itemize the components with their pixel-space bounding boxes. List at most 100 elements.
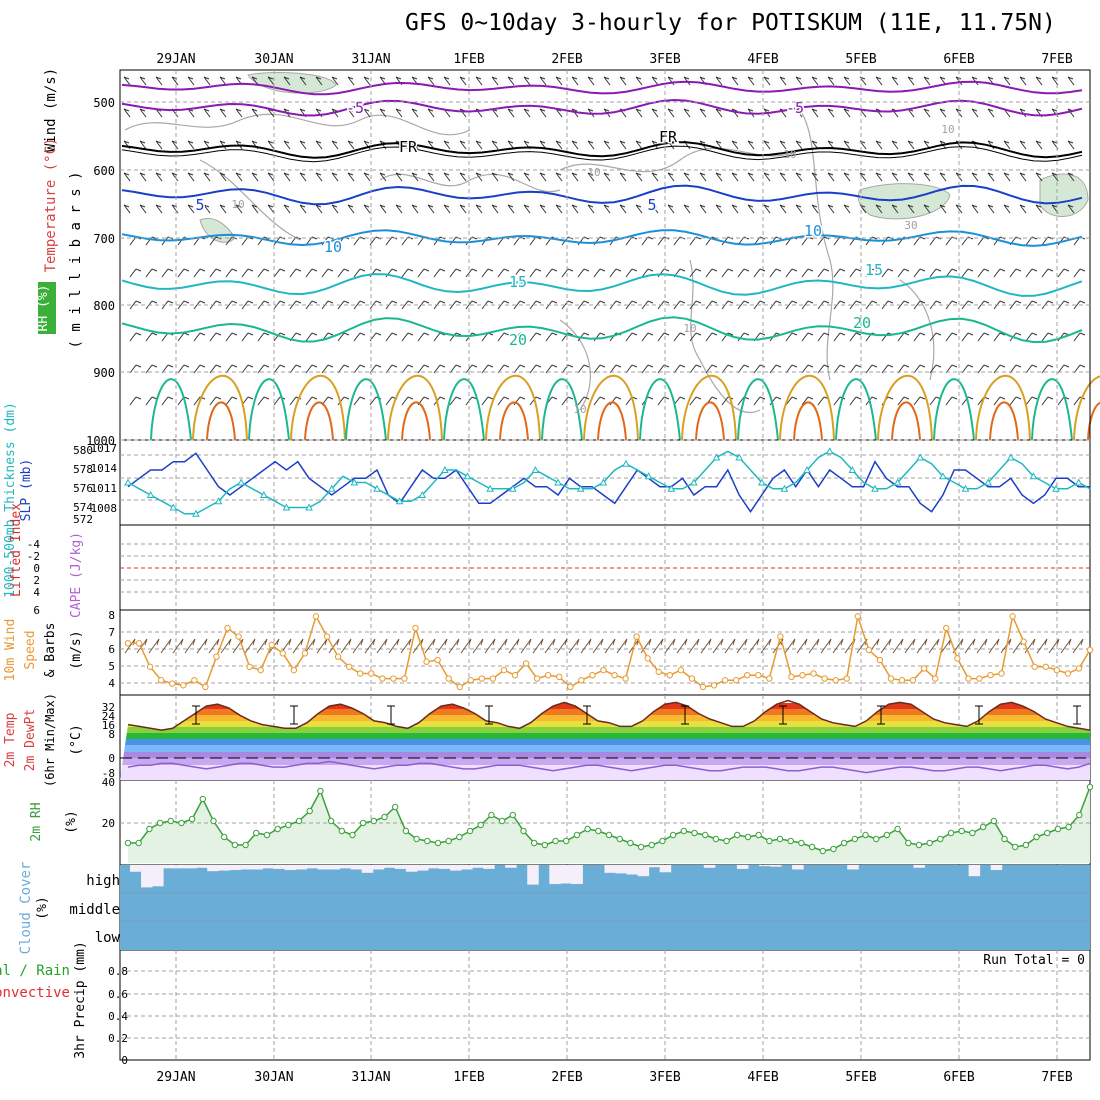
theta-contour: [779, 374, 835, 441]
wind-barb: [801, 268, 814, 278]
rh-contour-line: [799, 109, 834, 381]
high-cloud-gap: [968, 865, 981, 877]
wind-barb: [891, 140, 899, 150]
wind-barb-10m: [220, 638, 232, 654]
wind-speed-line-point: [898, 677, 906, 684]
wind-barb: [347, 172, 355, 182]
slp-line-point: [871, 484, 879, 492]
wind-barb: [609, 396, 622, 406]
wind-speed-line-point: [611, 671, 618, 679]
wind-barb: [523, 172, 531, 182]
slp-line-point: [644, 472, 653, 480]
high-cloud-gap: [758, 865, 771, 867]
rh-2m-line-point: [616, 835, 623, 843]
wind-barb: [225, 332, 238, 342]
wind-barb: [907, 140, 915, 150]
wind-speed-line-point: [268, 641, 275, 649]
wind-barb: [795, 140, 803, 150]
temp-color-band: [120, 765, 1090, 780]
wind-barb: [507, 172, 515, 182]
slp-line-point: [780, 484, 789, 492]
wind-barb: [961, 268, 974, 278]
wind-barb: [763, 140, 771, 150]
wind-barb: [129, 300, 142, 310]
wind-barb: [843, 172, 851, 182]
wind-barb: [891, 172, 899, 182]
wind-barb: [459, 204, 467, 214]
wind-speed-line-point: [854, 613, 861, 620]
temp-contour-label: 5: [647, 196, 656, 214]
wind-barb: [929, 364, 942, 374]
slp-line-point: [1006, 453, 1015, 461]
wind-speed-line-point: [655, 668, 662, 676]
theta-contour: [345, 378, 387, 441]
wind-speed-line-point: [677, 666, 685, 674]
wind-barb-10m: [256, 638, 268, 654]
slp-line-point: [803, 465, 811, 473]
slp-line-point: [282, 503, 291, 511]
temp-tick-label: -8: [102, 767, 115, 780]
wind-speed-line-point: [666, 671, 674, 679]
date-label-top: 6FEB: [943, 52, 974, 67]
theta-contour: [290, 374, 346, 441]
wind-barb: [987, 172, 995, 182]
wind-barb: [523, 108, 531, 118]
wind-barb: [897, 396, 910, 406]
theta-contour: [695, 401, 725, 441]
wind-barb: [849, 332, 862, 342]
wind-barb: [443, 204, 451, 214]
date-label-top: 30JAN: [254, 52, 293, 67]
wind-barb: [251, 108, 259, 118]
wind-barb: [139, 76, 147, 86]
temp-contour-label: 10: [804, 222, 822, 240]
rh-contour-label: 10: [941, 123, 954, 136]
wind-speed-line-point: [368, 670, 375, 677]
rh-contour-line: [379, 173, 561, 193]
rh-2m-line-point: [424, 837, 431, 845]
wind-barb: [449, 332, 462, 342]
wind-barb: [833, 332, 846, 342]
wind-barb: [635, 76, 643, 86]
wind-barb: [353, 332, 366, 342]
wind-barb: [193, 364, 206, 374]
wind-barb: [459, 108, 467, 118]
wind-barb: [353, 268, 366, 278]
date-label-top: 4FEB: [747, 52, 778, 67]
theta-contour: [485, 374, 541, 441]
wind-speed-line-point: [533, 675, 541, 682]
wind-speed-line-point: [445, 675, 452, 682]
panel-frame-precip: [119, 949, 1091, 1061]
rh-2m-line-point: [295, 817, 303, 825]
wind-barb: [507, 204, 515, 214]
rh-2m-line-point: [445, 837, 452, 845]
wind-barb: [241, 268, 254, 278]
wind-speed-line-point: [257, 666, 264, 674]
date-label-bottom: 1FEB: [453, 1070, 484, 1085]
rh-2m-line-point: [1001, 835, 1008, 843]
wind-barb: [977, 332, 990, 342]
minmax-bar: [485, 705, 493, 725]
wind-barb: [555, 140, 563, 150]
wind-barb-10m: [136, 638, 148, 654]
wind-barb: [571, 108, 579, 118]
slp-line-point: [463, 472, 472, 480]
wind-barb: [411, 204, 419, 214]
wind-barb: [779, 140, 787, 150]
slp-line-point: [169, 503, 178, 511]
wind-barb: [209, 332, 222, 342]
wind-barb: [251, 204, 259, 214]
wind-speed-line-point: [135, 640, 143, 647]
wind-barb-10m: [988, 638, 1000, 654]
rh-2m-line-point: [734, 831, 741, 839]
wind-barb-10m: [208, 638, 220, 654]
rh-2m-line-point: [798, 839, 805, 847]
wind-barb: [187, 140, 195, 150]
wind-barb: [977, 268, 990, 278]
high-cloud-gap: [913, 865, 925, 868]
wind-barb: [139, 108, 147, 118]
wind-speed-line-point: [920, 665, 928, 672]
wind-barb: [171, 204, 179, 214]
wind-speed-line-point: [235, 633, 242, 640]
wind-barb: [763, 76, 771, 86]
wind-barb: [731, 204, 739, 214]
